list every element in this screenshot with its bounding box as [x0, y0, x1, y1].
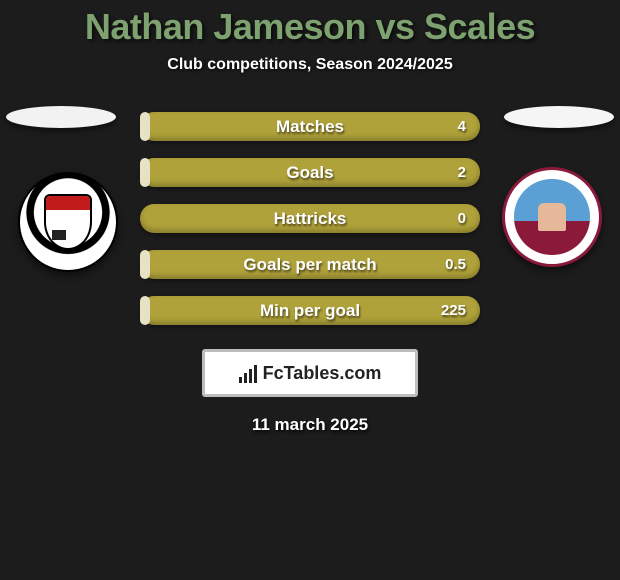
bar-chart-icon	[239, 363, 257, 383]
shield-icon	[44, 194, 92, 250]
stat-bar-matches: Matches 4	[140, 112, 480, 141]
stat-bar-min-per-goal: Min per goal 225	[140, 296, 480, 325]
stat-bars: Matches 4 Goals 2 Hattricks 0 Goals per …	[140, 112, 480, 325]
bar-label: Hattricks	[140, 209, 480, 229]
bar-value: 0	[458, 210, 466, 227]
page-title: Nathan Jameson vs Scales	[0, 0, 620, 48]
fist-icon	[538, 203, 566, 231]
date-label: 11 march 2025	[0, 415, 620, 435]
bar-label: Goals per match	[140, 255, 480, 275]
brand-text: FcTables.com	[263, 363, 382, 384]
right-player-ellipse	[504, 106, 614, 128]
subtitle: Club competitions, Season 2024/2025	[0, 56, 620, 74]
bar-value: 0.5	[445, 256, 466, 273]
stat-bar-goals-per-match: Goals per match 0.5	[140, 250, 480, 279]
left-player-ellipse	[6, 106, 116, 128]
stat-bar-goals: Goals 2	[140, 158, 480, 187]
bar-label: Min per goal	[140, 301, 480, 321]
brand-box: FcTables.com	[202, 349, 418, 397]
crest-inner	[514, 179, 589, 254]
bar-label: Matches	[140, 117, 480, 137]
bar-value: 2	[458, 164, 466, 181]
right-team-crest	[502, 167, 602, 267]
bar-label: Goals	[140, 163, 480, 183]
stat-bar-hattricks: Hattricks 0	[140, 204, 480, 233]
bar-value: 225	[441, 302, 466, 319]
left-team-crest	[18, 172, 118, 272]
bar-value: 4	[458, 118, 466, 135]
comparison-region: Matches 4 Goals 2 Hattricks 0 Goals per …	[0, 112, 620, 325]
